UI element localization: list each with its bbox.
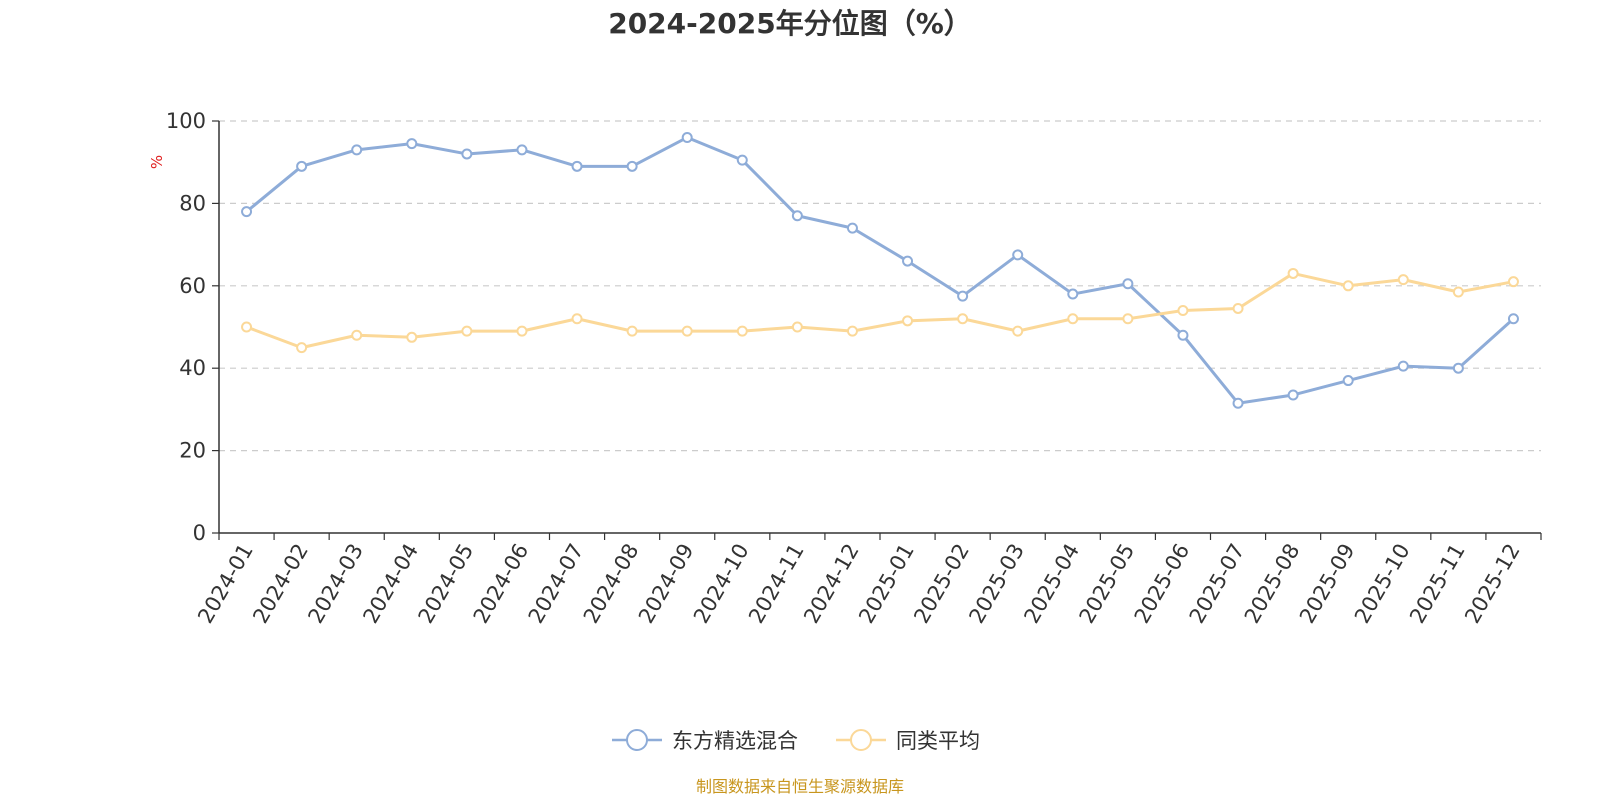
- data-point[interactable]: [902, 315, 914, 327]
- series-line: [246, 271, 1514, 350]
- legend-marker: [850, 729, 872, 751]
- legend-label: 东方精选混合: [672, 729, 798, 753]
- x-tick-label: 2025-12: [1460, 540, 1525, 628]
- data-point[interactable]: [296, 160, 308, 172]
- data-point[interactable]: [296, 342, 308, 354]
- chart-title: 2024-2025年分位图（%）: [608, 7, 972, 40]
- data-point[interactable]: [1012, 249, 1024, 261]
- source-note: 制图数据来自恒生聚源数据库: [696, 777, 904, 796]
- series-1: [241, 131, 1519, 409]
- data-point[interactable]: [846, 222, 858, 234]
- data-point[interactable]: [791, 321, 803, 333]
- data-point[interactable]: [1287, 389, 1299, 401]
- data-point[interactable]: [1177, 305, 1189, 317]
- data-point[interactable]: [1507, 276, 1519, 288]
- data-point[interactable]: [1232, 397, 1244, 409]
- legend[interactable]: 东方精选混合 同类平均: [612, 729, 980, 753]
- data-point[interactable]: [1122, 278, 1134, 290]
- data-point[interactable]: [957, 313, 969, 325]
- data-point[interactable]: [1067, 313, 1079, 325]
- data-point[interactable]: [626, 160, 638, 172]
- data-point[interactable]: [406, 138, 418, 150]
- data-point[interactable]: [1507, 313, 1519, 325]
- data-point[interactable]: [846, 325, 858, 337]
- data-point[interactable]: [1397, 274, 1409, 286]
- y-tick-label: 40: [179, 356, 206, 380]
- data-point[interactable]: [1177, 329, 1189, 341]
- data-point[interactable]: [1012, 325, 1024, 337]
- data-point[interactable]: [241, 206, 253, 218]
- y-axis-unit-label: %: [148, 155, 166, 169]
- data-point[interactable]: [1287, 267, 1299, 279]
- data-point[interactable]: [1067, 288, 1079, 300]
- data-point[interactable]: [461, 325, 473, 337]
- data-point[interactable]: [351, 144, 363, 156]
- data-point[interactable]: [1122, 313, 1134, 325]
- data-point[interactable]: [681, 325, 693, 337]
- data-point[interactable]: [957, 290, 969, 302]
- grid-lines: [219, 120, 1541, 452]
- data-point[interactable]: [1342, 375, 1354, 387]
- legend-marker: [626, 729, 648, 751]
- data-point[interactable]: [351, 329, 363, 341]
- data-point[interactable]: [736, 325, 748, 337]
- legend-label: 同类平均: [896, 729, 980, 753]
- y-tick-label: 100: [166, 109, 206, 133]
- series-lines: [241, 131, 1519, 409]
- data-point[interactable]: [1232, 302, 1244, 314]
- series-line: [245, 135, 1515, 405]
- y-tick-label: 60: [179, 274, 206, 298]
- data-point[interactable]: [681, 131, 693, 143]
- data-point[interactable]: [902, 255, 914, 267]
- y-tick-label: 20: [179, 439, 206, 463]
- y-tick-label: 80: [179, 191, 206, 215]
- data-point[interactable]: [626, 325, 638, 337]
- data-point[interactable]: [791, 210, 803, 222]
- data-point[interactable]: [516, 325, 528, 337]
- data-point[interactable]: [1397, 360, 1409, 372]
- data-point[interactable]: [571, 160, 583, 172]
- series-2: [241, 267, 1519, 354]
- legend-item-1[interactable]: 东方精选混合: [612, 729, 798, 753]
- y-tick-label: 0: [193, 521, 206, 545]
- data-point[interactable]: [516, 144, 528, 156]
- data-point[interactable]: [461, 148, 473, 160]
- data-point[interactable]: [406, 331, 418, 343]
- data-point[interactable]: [241, 321, 253, 333]
- data-point[interactable]: [1342, 280, 1354, 292]
- data-point[interactable]: [736, 154, 748, 166]
- legend-item-2[interactable]: 同类平均: [836, 729, 980, 753]
- data-point[interactable]: [1452, 362, 1464, 374]
- data-point[interactable]: [1452, 286, 1464, 298]
- data-point[interactable]: [571, 313, 583, 325]
